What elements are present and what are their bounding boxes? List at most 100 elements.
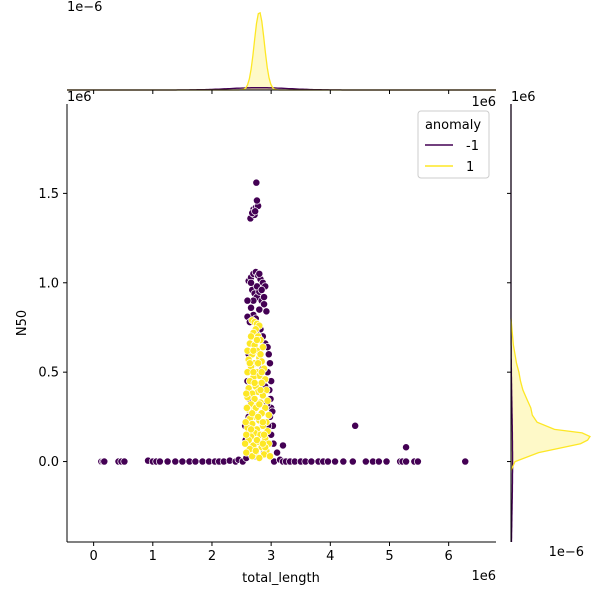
scatter-series-one [241, 316, 274, 462]
y-axis-offset-label: 1e6 [67, 90, 92, 105]
scatter-point-one [242, 430, 251, 439]
top-marginal-kde-line [67, 11, 496, 91]
scatter-point-one [254, 412, 263, 421]
legend-label-one: 1 [466, 160, 474, 175]
scatter-point-one [249, 368, 258, 377]
right-marginal-kde-lines [510, 104, 591, 542]
y-tick-label: 1.5 [38, 187, 59, 202]
top-marginal-kde-fill [67, 12, 496, 90]
scatter-point-minus-one [266, 359, 274, 368]
scatter-point-one [258, 439, 267, 448]
scatter-point-one [245, 359, 254, 368]
y-tick-label: 1.0 [38, 276, 59, 291]
scatter-point-one [257, 368, 266, 377]
scatter-point-minus-one [255, 305, 264, 314]
scatter-point-minus-one [264, 350, 273, 359]
scatter-point-minus-one [120, 457, 129, 466]
scatter-point-minus-one [255, 269, 264, 278]
scatter-point-minus-one [191, 457, 200, 466]
legend-title: anomaly [425, 118, 481, 133]
scatter-point-one [247, 425, 255, 434]
scatter-point-one [249, 346, 258, 355]
right-marginal-kde-fills [511, 104, 590, 542]
scatter-point-one [248, 409, 257, 418]
x-tick-label: 5 [385, 549, 393, 564]
scatter-point-one [263, 396, 272, 405]
scatter-point-minus-one [331, 457, 340, 466]
y-tick-label: 0.5 [38, 366, 59, 381]
scatter-point-one [256, 386, 265, 394]
legend-frame [417, 110, 490, 179]
scatter-point-minus-one [260, 293, 268, 302]
legend: anomaly -1 1 [417, 110, 490, 179]
scatter-point-one [250, 395, 259, 403]
scatter-point-minus-one [279, 441, 287, 450]
scatter-point-minus-one [163, 457, 172, 466]
scatter-series-minus-one [97, 178, 470, 466]
right-marginal-kde-fill [511, 318, 590, 471]
main-axes: 0 1 2 3 4 5 6 0.0 0.5 1.0 1.5 total_length N50 1e… [15, 90, 496, 586]
top-marginal-ticks [93, 90, 450, 94]
top-right-offset-label: 1e6 [471, 95, 496, 110]
scatter-point-minus-one [324, 457, 332, 466]
scatter-point-minus-one [252, 196, 261, 205]
x-tick-label: 3 [267, 549, 275, 564]
scatter-point-one [241, 418, 250, 427]
y-tick-label: 0.0 [38, 455, 59, 470]
scatter-point-one [256, 350, 265, 359]
scatter-point-one [258, 418, 267, 427]
scatter-point-minus-one [402, 443, 411, 452]
scatter-point-minus-one [247, 303, 255, 312]
scatter-point-one [251, 446, 260, 455]
scatter-point-minus-one [178, 457, 187, 466]
scatter-point-minus-one [461, 457, 470, 466]
scatter-point-one [258, 343, 267, 352]
scatter-point-one [242, 389, 251, 398]
scatter-point-minus-one [155, 457, 164, 466]
scatter-point-minus-one [198, 457, 207, 466]
x-tick-label: 0 [89, 549, 97, 564]
scatter-point-minus-one [339, 457, 348, 466]
scatter-point-minus-one [361, 457, 370, 466]
right-marginal-axis-offset-label: 1e6 [511, 90, 536, 105]
scatter-point-minus-one [307, 457, 316, 466]
scatter-point-minus-one [374, 457, 383, 466]
right-marginal-offset-label: 1e−6 [549, 545, 584, 560]
y-axis-label: N50 [15, 310, 30, 336]
scatter-point-minus-one [262, 307, 271, 316]
x-tick-label: 6 [445, 549, 453, 564]
top-marginal-offset-label: 1e−6 [67, 0, 102, 15]
x-tick-label: 4 [326, 549, 334, 564]
scatter-point-minus-one [252, 178, 261, 187]
scatter-point-one [255, 454, 264, 462]
scatter-point-minus-one [402, 457, 411, 466]
scatter-point-one [255, 400, 264, 409]
scatter-point-one [264, 411, 273, 420]
right-marginal-axes: 1e6 1e−6 [507, 90, 591, 560]
scatter-point-minus-one [243, 296, 252, 305]
scatter-point-one [252, 336, 261, 344]
scatter-point-minus-one [100, 457, 109, 466]
x-axis-label: total_length [242, 571, 320, 586]
scatter-point-minus-one [251, 207, 260, 216]
scatter-point-one [242, 403, 251, 412]
scatter-point-minus-one [171, 457, 180, 466]
y-axis-ticks: 0.0 0.5 1.0 1.5 [38, 187, 67, 470]
scatter-point-one [266, 452, 274, 461]
scatter-point-one [241, 439, 250, 448]
scatter-point-one [254, 359, 263, 368]
scatter-point-minus-one [413, 457, 422, 466]
scatter-point-minus-one [247, 278, 255, 287]
top-marginal-kde-fills [67, 12, 496, 90]
scatter-point-one [261, 403, 270, 412]
scatter-point-one [252, 436, 261, 445]
top-marginal-kde-lines [67, 11, 496, 91]
x-axis-offset-label: 1e6 [471, 569, 496, 584]
x-tick-label: 1 [149, 549, 157, 564]
x-tick-label: 2 [208, 549, 216, 564]
x-axis-ticks: 0 1 2 3 4 5 6 [89, 542, 453, 564]
scatter-point-minus-one [382, 457, 391, 466]
scatter-point-one [260, 430, 268, 439]
top-marginal-axes: 1e−6 [67, 0, 496, 94]
